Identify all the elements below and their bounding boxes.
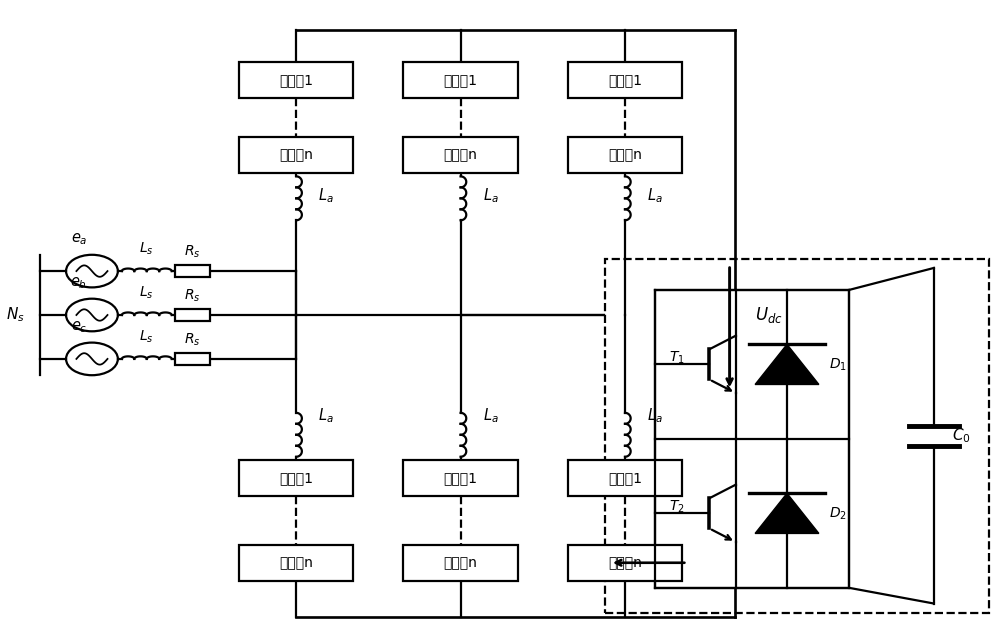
Text: 子模块n: 子模块n (608, 148, 642, 162)
Text: $T_2$: $T_2$ (669, 499, 684, 515)
Bar (175, 353, 210, 365)
Bar (239, 544, 353, 581)
Bar (239, 460, 353, 496)
Text: 子模块n: 子模块n (279, 148, 313, 162)
Bar (403, 544, 518, 581)
Text: $L_a$: $L_a$ (647, 186, 663, 205)
Text: $C_0$: $C_0$ (952, 427, 971, 445)
Text: 子模块1: 子模块1 (279, 73, 313, 87)
Polygon shape (755, 345, 819, 384)
Text: $L_a$: $L_a$ (483, 406, 498, 425)
Bar (655, 290, 849, 588)
Text: $U_{dc}$: $U_{dc}$ (755, 305, 782, 325)
Text: $R_s$: $R_s$ (184, 287, 200, 304)
Text: $D_2$: $D_2$ (829, 505, 847, 522)
Text: 子模块1: 子模块1 (608, 73, 642, 87)
Bar (403, 460, 518, 496)
Text: $N_s$: $N_s$ (6, 306, 25, 324)
Bar (568, 544, 682, 581)
Text: $L_s$: $L_s$ (139, 241, 154, 257)
Bar (568, 460, 682, 496)
Text: $L_a$: $L_a$ (647, 406, 663, 425)
Text: $e_a$: $e_a$ (71, 232, 87, 247)
Bar (568, 62, 682, 98)
Bar (403, 137, 518, 173)
Text: $L_s$: $L_s$ (139, 285, 154, 301)
Text: $R_s$: $R_s$ (184, 331, 200, 348)
Bar (568, 137, 682, 173)
Polygon shape (755, 493, 819, 534)
Text: $L_a$: $L_a$ (318, 186, 334, 205)
Text: 子模块n: 子模块n (279, 556, 313, 570)
Text: $L_a$: $L_a$ (483, 186, 498, 205)
Text: $T_1$: $T_1$ (669, 350, 684, 366)
Bar (239, 62, 353, 98)
Bar (403, 62, 518, 98)
Text: 子模块1: 子模块1 (444, 73, 478, 87)
Text: 子模块1: 子模块1 (444, 471, 478, 485)
Text: $L_s$: $L_s$ (139, 329, 154, 345)
Bar (605, 258, 989, 613)
Bar (239, 137, 353, 173)
Text: $e_b$: $e_b$ (70, 275, 88, 291)
Bar (175, 265, 210, 277)
Text: 子模块1: 子模块1 (608, 471, 642, 485)
Text: $D_1$: $D_1$ (829, 356, 847, 372)
Bar (175, 309, 210, 321)
Text: 子模块1: 子模块1 (279, 471, 313, 485)
Text: 子模块n: 子模块n (444, 148, 478, 162)
Text: 子模块n: 子模块n (444, 556, 478, 570)
Text: 子模块n: 子模块n (608, 556, 642, 570)
Text: $L_a$: $L_a$ (318, 406, 334, 425)
Text: $e_c$: $e_c$ (71, 319, 87, 335)
Text: $R_s$: $R_s$ (184, 243, 200, 260)
